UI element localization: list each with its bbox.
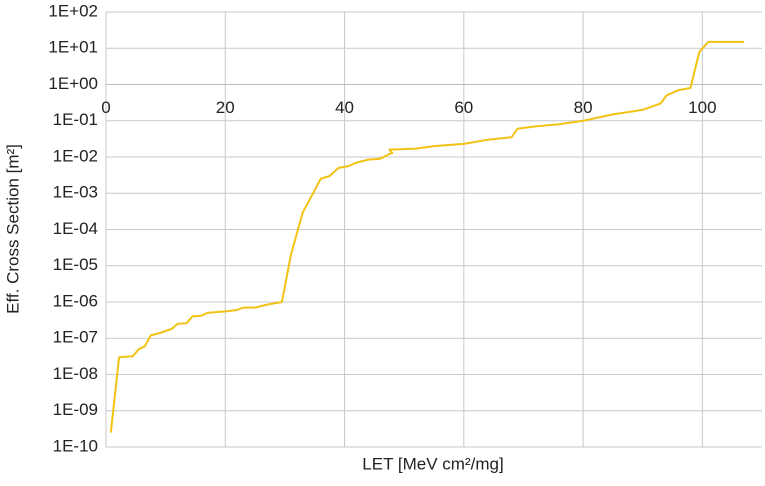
x-tick-label: 80 [574, 98, 593, 117]
x-tick-label: 40 [335, 98, 354, 117]
y-tick-label: 1E-06 [53, 291, 98, 310]
x-tick-label: 60 [454, 98, 473, 117]
x-tick-label: 0 [101, 98, 110, 117]
y-tick-label: 1E-08 [53, 364, 98, 383]
x-tick-label: 100 [688, 98, 716, 117]
y-tick-label: 1E-01 [53, 110, 98, 129]
data-line [109, 40, 745, 433]
x-axis-label: LET [MeV cm²/mg] [362, 454, 503, 473]
y-tick-label: 1E+00 [48, 74, 98, 93]
y-tick-label: 1E+01 [48, 38, 98, 57]
y-tick-label: 1E-10 [53, 436, 98, 455]
y-tick-label: 1E-04 [53, 219, 98, 238]
y-tick-label: 1E-09 [53, 400, 98, 419]
y-axis-label: Eff. Cross Section [m²] [3, 144, 22, 314]
y-tick-label: 1E-03 [53, 183, 98, 202]
y-tick-label: 1E-02 [53, 146, 98, 165]
x-tick-label: 20 [216, 98, 235, 117]
y-tick-label: 1E-05 [53, 255, 98, 274]
y-tick-label: 1E+02 [48, 1, 98, 20]
y-tick-label: 1E-07 [53, 328, 98, 347]
